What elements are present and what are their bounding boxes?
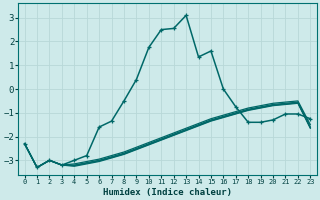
- X-axis label: Humidex (Indice chaleur): Humidex (Indice chaleur): [103, 188, 232, 197]
